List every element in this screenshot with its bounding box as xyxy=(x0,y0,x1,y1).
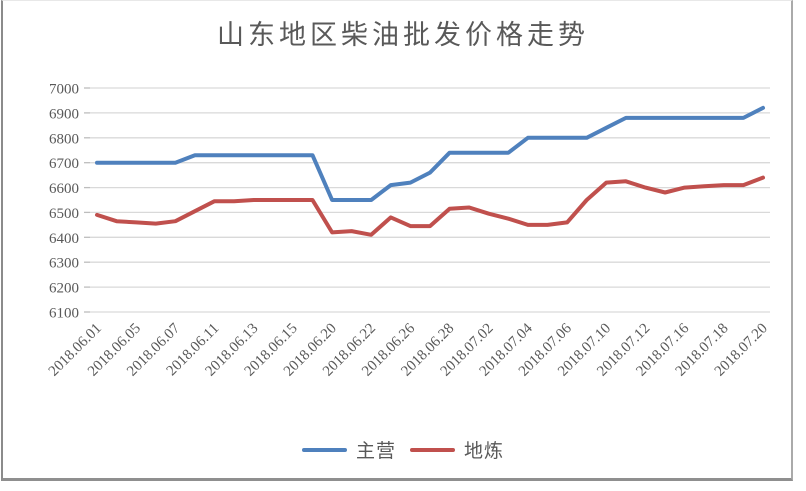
series-line-1 xyxy=(95,175,765,237)
y-tick-label: 6300 xyxy=(49,256,79,272)
y-tick-label: 6600 xyxy=(49,181,79,197)
chart-title: 山东地区柴油批发价格走势 xyxy=(217,20,589,50)
legend-line-swatch-red xyxy=(410,447,455,452)
y-tick-label: 6800 xyxy=(49,131,79,147)
chart-panel-border xyxy=(1,0,793,481)
legend-label-local: 地炼 xyxy=(464,441,505,462)
legend-line-swatch-blue xyxy=(301,447,347,452)
legend-item-local: 地炼 xyxy=(410,436,504,463)
y-tick-label: 6900 xyxy=(49,106,79,122)
y-tick-label: 6500 xyxy=(49,206,79,222)
chart-plot-area: 7000 6900 6800 6700 6600 6500 6400 6300 6200 6100… xyxy=(46,82,771,380)
y-tick-label: 6200 xyxy=(49,281,79,297)
y-tick-label: 6700 xyxy=(49,156,79,172)
legend-label-main: 主营 xyxy=(355,441,396,462)
y-tick-label: 6400 xyxy=(49,231,79,247)
legend-item-main: 主营 xyxy=(301,436,396,463)
chart-legend: 主营 地炼 xyxy=(0,436,806,463)
y-tick-label: 7000 xyxy=(49,82,79,98)
series-line-0 xyxy=(95,105,765,202)
y-tick-label: 6100 xyxy=(49,306,79,322)
